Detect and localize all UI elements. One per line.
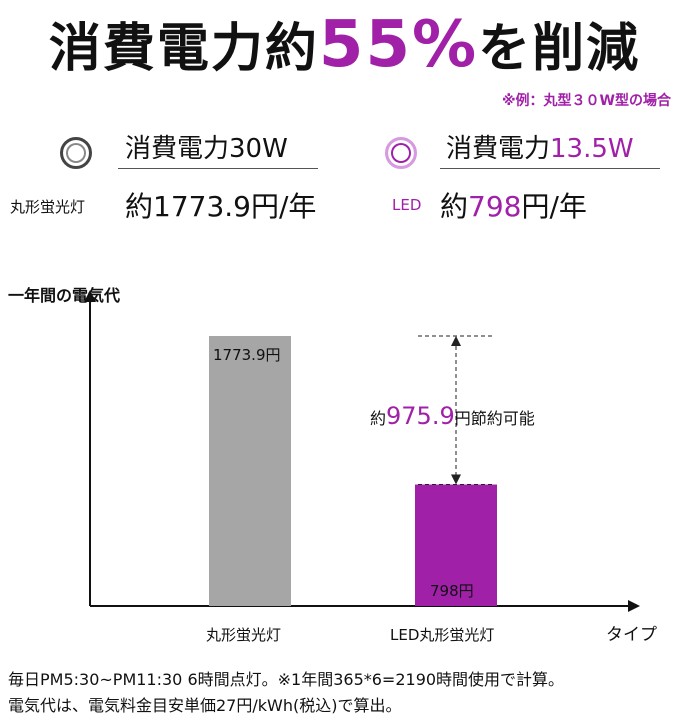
- headline-percent: 55%: [318, 8, 479, 82]
- category-label: LED丸形蛍光灯: [390, 626, 495, 644]
- led-power: 消費電力13.5W: [446, 128, 634, 165]
- bar-1: [415, 484, 497, 606]
- example-note: ※例：丸型３０W型の場合: [501, 93, 671, 109]
- fluorescent-power-label: 消費電力: [125, 134, 230, 164]
- fluorescent-divider: [118, 168, 318, 169]
- difference-arrow-down-icon: [451, 474, 461, 485]
- led-ring-icon: [385, 137, 417, 169]
- bar-value-label: 798円: [430, 582, 474, 600]
- difference-arrow-up-icon: [451, 336, 461, 346]
- bar-0: [209, 336, 291, 606]
- saving-prefix: 約: [370, 409, 387, 428]
- footnote-1: 毎日PM5:30~PM11:30 6時間点灯。※1年間365*6=2190時間使…: [8, 670, 565, 689]
- led-lamp-label: LED: [392, 196, 422, 214]
- fluorescent-cost-suffix: 円/年: [251, 190, 317, 223]
- saving-suffix: 円節約可能: [454, 409, 535, 428]
- fluorescent-cost-prefix: 約: [125, 190, 154, 223]
- footnote-2: 電気代は、電気料金目安単価27円/kWh(税込)で算出。: [8, 696, 402, 715]
- fluorescent-ring-icon: [60, 137, 92, 169]
- category-label: 丸形蛍光灯: [206, 626, 282, 644]
- y-axis-label: 一年間の電気代: [8, 286, 121, 305]
- led-cost-suffix: 円/年: [521, 190, 587, 223]
- led-cost-value: 798: [468, 190, 522, 223]
- led-power-label: 消費電力: [446, 134, 551, 164]
- saving-value: 975.9: [386, 402, 455, 430]
- led-cost: 約798円/年: [440, 185, 587, 225]
- cost-chart: [84, 290, 640, 612]
- saving-annotation: 約975.9円節約可能: [370, 402, 535, 430]
- bar-value-label: 1773.9円: [213, 346, 281, 364]
- fluorescent-cost: 約1773.9円/年: [125, 185, 316, 225]
- fluorescent-power-value: 30W: [229, 134, 288, 164]
- headline-before: 消費電力約: [48, 19, 319, 79]
- x-axis-label: タイプ: [606, 625, 657, 645]
- fluorescent-cost-value: 1773.9: [153, 190, 251, 223]
- led-cost-prefix: 約: [440, 190, 469, 223]
- fluorescent-power: 消費電力30W: [125, 128, 288, 165]
- headline: 消費電力約55%を削減: [0, 0, 689, 90]
- led-power-value: 13.5W: [550, 134, 634, 164]
- led-divider: [440, 168, 660, 169]
- headline-after: を削減: [478, 19, 641, 79]
- fluorescent-lamp-label: 丸形蛍光灯: [10, 198, 86, 216]
